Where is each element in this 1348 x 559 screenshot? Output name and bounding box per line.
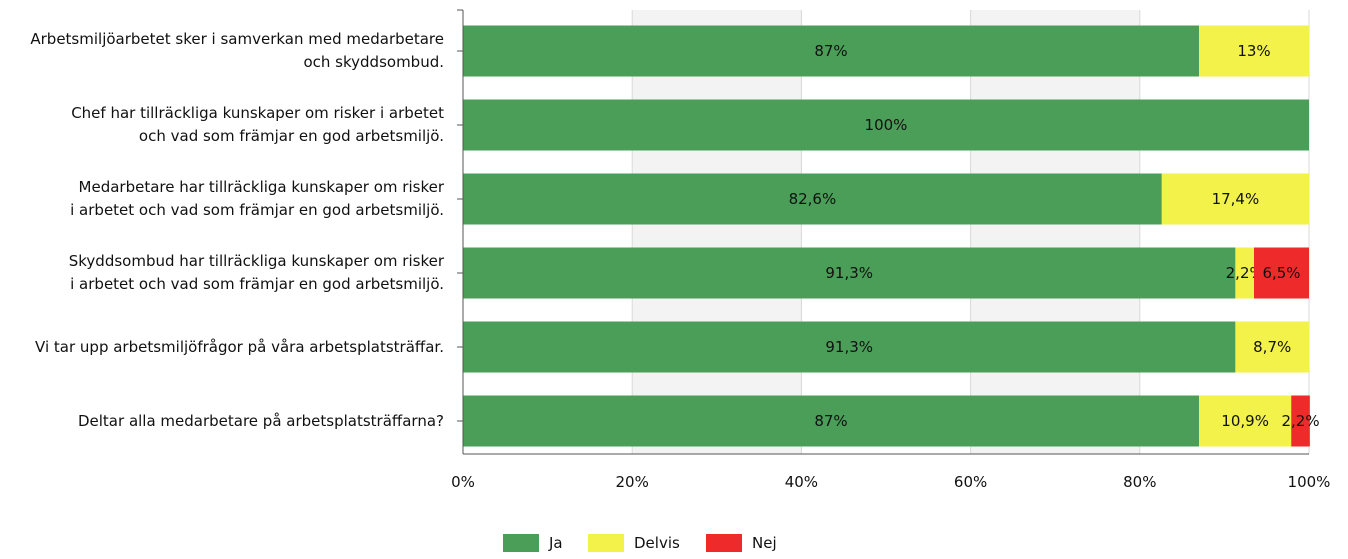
x-tick-label: 20% bbox=[616, 473, 649, 491]
bar-delvis bbox=[1199, 25, 1309, 77]
data-label: 10,9% bbox=[1221, 412, 1269, 430]
bar-ja bbox=[463, 173, 1162, 225]
grid-band bbox=[1139, 10, 1309, 454]
x-tick-label: 80% bbox=[1123, 473, 1156, 491]
legend-label-nej: Nej bbox=[752, 534, 777, 552]
legend-item-delvis: Delvis bbox=[588, 534, 680, 552]
bar-nej bbox=[1291, 395, 1310, 447]
x-tick-label: 40% bbox=[785, 473, 818, 491]
data-label: 17,4% bbox=[1212, 190, 1260, 208]
x-tick-label: 100% bbox=[1288, 473, 1331, 491]
legend-item-nej: Nej bbox=[706, 534, 777, 552]
grid-band bbox=[801, 10, 971, 454]
bar-delvis bbox=[1235, 247, 1255, 299]
data-label: 6,5% bbox=[1262, 264, 1300, 282]
category-label: Deltar alla medarbetare på arbetsplatstr… bbox=[77, 411, 444, 430]
grid-band bbox=[970, 10, 1140, 454]
legend-swatch-ja bbox=[503, 534, 539, 552]
legend-label-delvis: Delvis bbox=[634, 534, 680, 552]
bar-ja bbox=[463, 25, 1200, 77]
bar-ja bbox=[463, 395, 1200, 447]
data-label: 100% bbox=[865, 116, 908, 134]
legend-swatch-delvis bbox=[588, 534, 624, 552]
data-label: 87% bbox=[814, 42, 847, 60]
category-label: Chef har tillräckliga kunskaper om riske… bbox=[71, 104, 444, 145]
stacked-bar-chart: 87% 13% 100% 82,6% 17,4% 91,3% 2,2% 6,5% 91,3% 8,… bbox=[451, 9, 1331, 491]
data-label: 2,2% bbox=[1281, 412, 1319, 430]
category-label: Arbetsmiljöarbetet sker i samverkan med … bbox=[30, 30, 444, 71]
x-tick-label: 60% bbox=[954, 473, 987, 491]
bar-delvis bbox=[1235, 321, 1309, 373]
legend-item-ja: Ja bbox=[503, 534, 563, 552]
category-label: Skyddsombud har tillräckliga kunskaper o… bbox=[68, 252, 444, 293]
legend-label-ja: Ja bbox=[549, 534, 563, 552]
bar-delvis bbox=[1161, 173, 1309, 225]
grid-band bbox=[632, 10, 802, 454]
data-label: 91,3% bbox=[825, 264, 873, 282]
data-label: 82,6% bbox=[789, 190, 837, 208]
bar-ja bbox=[463, 247, 1236, 299]
bar-nej bbox=[1254, 247, 1309, 299]
legend-swatch-nej bbox=[706, 534, 742, 552]
data-label: 91,3% bbox=[825, 338, 873, 356]
category-label: Medarbetare har tillräckliga kunskaper o… bbox=[70, 178, 444, 219]
bar-delvis bbox=[1199, 395, 1292, 447]
legend: Ja Delvis Nej bbox=[0, 534, 1348, 558]
bar-ja bbox=[463, 321, 1236, 373]
x-tick-label: 0% bbox=[451, 473, 475, 491]
grid-band bbox=[463, 10, 633, 454]
data-label: 8,7% bbox=[1253, 338, 1291, 356]
bar-ja bbox=[463, 99, 1309, 151]
data-label: 87% bbox=[814, 412, 847, 430]
data-label: 13% bbox=[1237, 42, 1270, 60]
category-label: Vi tar upp arbetsmiljöfrågor på våra arb… bbox=[35, 337, 444, 356]
